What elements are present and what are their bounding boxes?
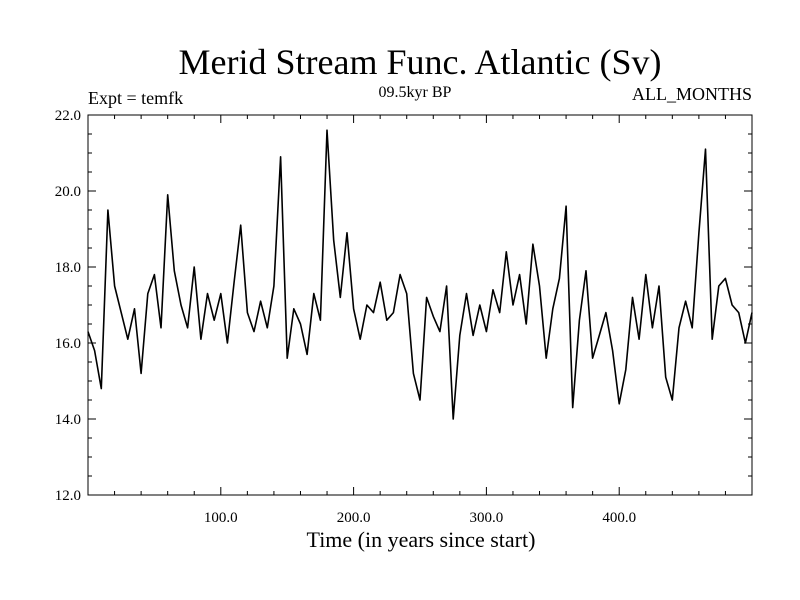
x-tick-label: 300.0	[470, 510, 504, 526]
y-tick-label: 14.0	[55, 412, 81, 428]
y-tick-label: 22.0	[55, 108, 81, 124]
chart-title: Merid Stream Func. Atlantic (Sv)	[179, 42, 662, 82]
chart-annotation-left: Expt = temfk	[88, 88, 183, 108]
series-line-temfk	[87, 129, 753, 420]
y-tick-label: 16.0	[55, 336, 81, 352]
y-tick-label: 12.0	[55, 488, 81, 504]
plot-frame	[87, 114, 753, 496]
plot-area	[87, 129, 753, 420]
x-tick-label: 200.0	[337, 510, 371, 526]
x-tick-label: 400.0	[602, 510, 636, 526]
y-tick-label: 18.0	[55, 260, 81, 276]
x-axis-label: Time (in years since start)	[307, 527, 536, 552]
tick-labels: 12.0 14.0 16.0 18.0 20.0 22.0 100.0 200.0 300.0 4…	[55, 108, 636, 526]
chart-annotation-right: ALL_MONTHS	[632, 84, 752, 104]
y-tick-label: 20.0	[55, 184, 81, 200]
chart-subtitle: 09.5kyr BP	[379, 84, 452, 101]
x-tick-label: 100.0	[204, 510, 238, 526]
